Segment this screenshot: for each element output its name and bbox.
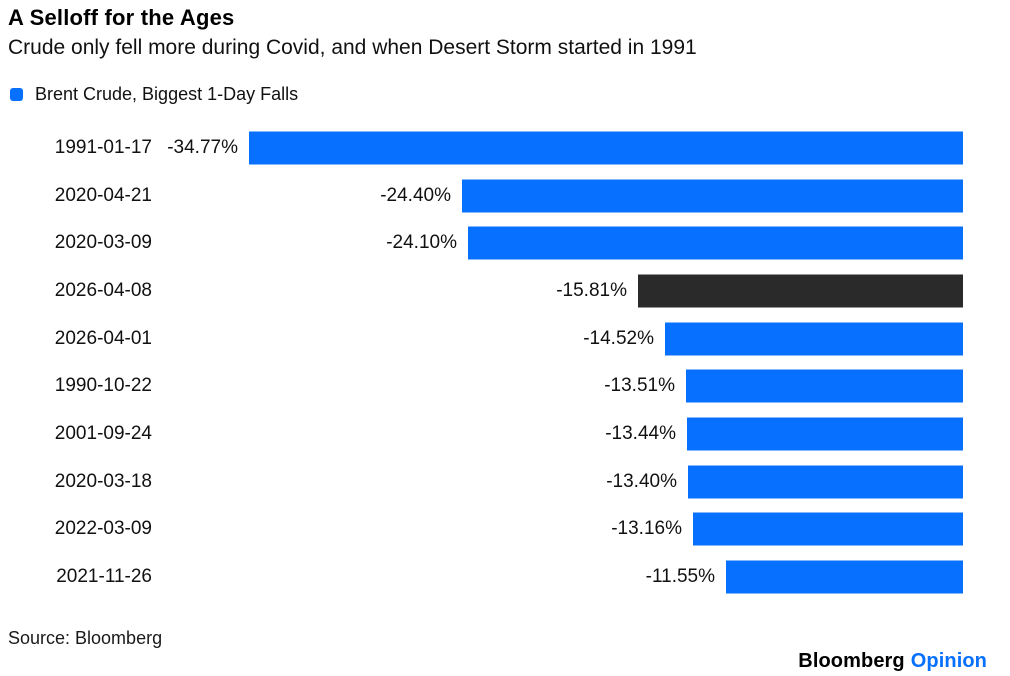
- bar: [726, 560, 963, 594]
- chart-row: 2026-04-08 -15.81%: [0, 267, 963, 315]
- source-note: Source: Bloomberg: [8, 628, 163, 648]
- bar: [249, 131, 963, 165]
- chart-row: 1991-01-17 -34.77%: [0, 124, 963, 172]
- legend-label: Brent Crude, Biggest 1-Day Falls: [35, 84, 299, 104]
- bar-category-label: 2001-09-24: [54, 422, 152, 444]
- chart-row: 2022-03-09 -13.16%: [0, 506, 963, 554]
- bar-category-label: 2021-11-26: [56, 566, 152, 588]
- bar-value-label: -24.40%: [380, 184, 451, 206]
- chart-row: 2001-09-24 -13.44%: [0, 410, 963, 458]
- bar-category-label: 1990-10-22: [54, 375, 152, 397]
- bar-area: -13.16%: [152, 506, 963, 554]
- chart-row: 2020-03-18 -13.40%: [0, 458, 963, 506]
- chart-row: 2026-04-01 -14.52%: [0, 315, 963, 363]
- chart-row: 2020-03-09 -24.10%: [0, 219, 963, 267]
- bar-area: -15.81%: [152, 267, 963, 315]
- bar-area: -11.55%: [152, 553, 963, 601]
- legend: Brent Crude, Biggest 1-Day Falls: [10, 84, 298, 105]
- chart-title: A Selloff for the Ages: [8, 5, 235, 30]
- bar-category-label: 2020-03-18: [54, 470, 152, 492]
- bar-value-label: -34.77%: [167, 136, 238, 158]
- bar-value-label: -15.81%: [556, 279, 627, 301]
- bar-category-label: 2022-03-09: [54, 518, 152, 540]
- bar-area: -14.52%: [152, 315, 963, 363]
- chart-row: 1990-10-22 -13.51%: [0, 362, 963, 410]
- bar: [638, 274, 963, 308]
- bar-value-label: -13.44%: [605, 422, 676, 444]
- chart-rows: 1991-01-17 -34.77% 2020-04-21 -24.40% 2020-0…: [0, 124, 963, 601]
- bar-category-label: 1991-01-17: [54, 136, 152, 158]
- bar-area: -24.10%: [152, 219, 963, 267]
- bar-category-label: 2020-03-09: [54, 232, 152, 254]
- bar-value-label: -24.10%: [386, 232, 457, 254]
- bar-category-label: 2020-04-21: [54, 184, 152, 206]
- bar: [462, 179, 963, 213]
- bar-area: -13.40%: [152, 458, 963, 506]
- bar-area: -24.40%: [152, 172, 963, 220]
- brand-name: Bloomberg: [798, 650, 905, 672]
- bar: [665, 322, 963, 356]
- bar-value-label: -13.16%: [611, 518, 682, 540]
- brand-suffix: Opinion: [910, 650, 987, 672]
- legend-swatch-icon: [10, 88, 23, 101]
- chart-row: 2021-11-26 -11.55%: [0, 553, 963, 601]
- bar: [468, 226, 963, 260]
- bar-area: -13.51%: [152, 362, 963, 410]
- brand-logo: Bloomberg Opinion: [798, 650, 987, 673]
- bar-category-label: 2026-04-08: [54, 279, 152, 301]
- chart-row: 2020-04-21 -24.40%: [0, 172, 963, 220]
- bar-value-label: -14.52%: [583, 327, 654, 349]
- bar-value-label: -13.51%: [604, 375, 675, 397]
- bar: [693, 512, 963, 546]
- bar: [687, 417, 963, 451]
- bar-category-label: 2026-04-01: [54, 327, 152, 349]
- bar: [688, 465, 963, 499]
- bar-area: -13.44%: [152, 410, 963, 458]
- bar-value-label: -11.55%: [645, 566, 715, 588]
- bar: [686, 369, 963, 403]
- bar-area: -34.77%: [152, 124, 963, 172]
- chart-subtitle: Crude only fell more during Covid, and w…: [8, 36, 697, 59]
- bar-value-label: -13.40%: [606, 470, 677, 492]
